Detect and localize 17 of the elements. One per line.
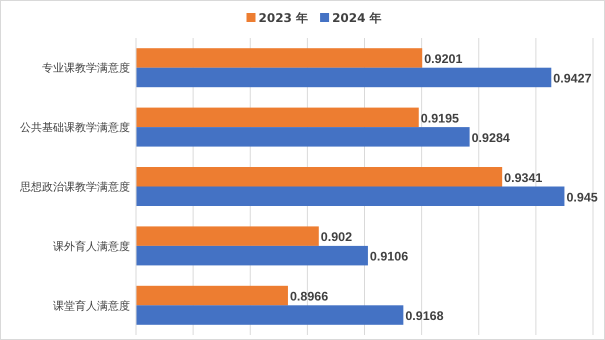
data-label: 0.9168 [405, 309, 444, 324]
data-label: 0.902 [320, 230, 352, 244]
y-tick-label: 课外育人满意度 [53, 240, 130, 253]
y-tick-label: 思想政治课教学满意度 [19, 180, 130, 194]
legend-label: 2023 年 [258, 11, 308, 25]
legend-label: 2024 年 [332, 11, 382, 25]
y-tick-label: 课堂育人满意度 [53, 299, 130, 312]
data-label: 0.9284 [472, 130, 510, 145]
data-label: 0.945 [566, 190, 598, 204]
data-label: 0.9195 [420, 111, 460, 126]
y-tick-label: 专业课教学满意度 [42, 62, 130, 75]
data-label: 0.9341 [504, 170, 542, 185]
data-label: 0.9427 [553, 71, 592, 86]
y-tick-label: 公共基础课教学满意度 [20, 121, 130, 134]
data-label: 0.9106 [370, 250, 408, 264]
data-label: 0.9201 [424, 52, 462, 66]
data-label: 0.8966 [290, 290, 328, 304]
